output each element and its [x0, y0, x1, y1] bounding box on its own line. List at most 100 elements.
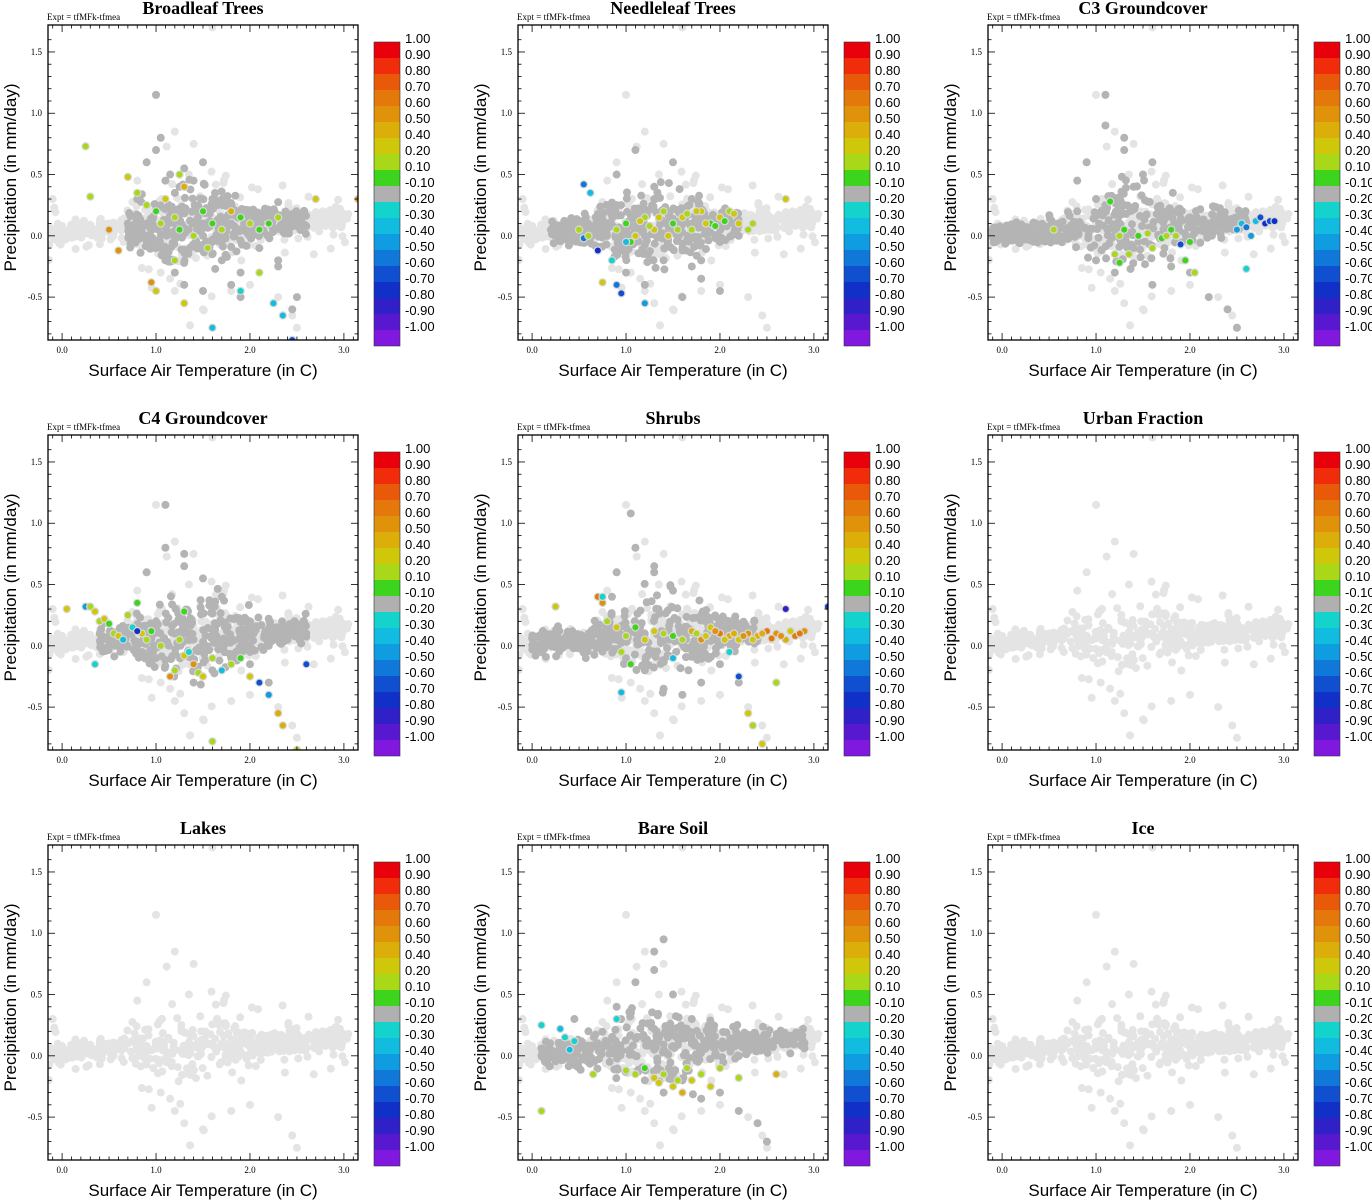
colorbar-swatch — [374, 154, 400, 170]
bg-point — [82, 242, 91, 251]
colorbar-label: -0.40 — [1345, 223, 1372, 238]
colored-point — [743, 225, 753, 234]
colorbar-swatch — [374, 250, 400, 266]
subset-point — [221, 201, 230, 210]
subset-point — [603, 219, 612, 228]
colored-point — [264, 690, 273, 700]
colored-point — [165, 672, 175, 681]
colorbar-label: -0.40 — [405, 633, 435, 648]
colorbar-label: -0.50 — [1345, 239, 1372, 254]
subset-point — [136, 232, 145, 241]
colored-point — [664, 231, 673, 241]
bg-point — [156, 268, 165, 277]
colorbar-swatch — [1314, 154, 1340, 170]
bg-point — [152, 500, 161, 509]
expt-label: Expt = tfMFk-tfmea — [987, 12, 1060, 22]
subset-point — [181, 204, 190, 213]
y-tick-label: 1.5 — [31, 47, 43, 57]
colored-point — [62, 604, 71, 614]
colored-point — [621, 237, 631, 247]
subset-point — [1138, 221, 1147, 230]
colored-point — [701, 219, 711, 228]
colored-point — [170, 666, 180, 675]
subset-point — [266, 618, 275, 627]
x-axis-label: Surface Air Temperature (in C) — [558, 361, 787, 380]
colorbar-swatch — [1314, 106, 1340, 122]
subset-point — [161, 176, 170, 185]
y-tick-label: 0.0 — [971, 231, 983, 241]
colorbar-label: 0.40 — [405, 127, 430, 142]
bg-point — [318, 210, 327, 219]
subset-point — [288, 305, 297, 314]
y-axis-label: Precipitation (in mm/day) — [1, 493, 20, 681]
subset-point — [678, 293, 687, 302]
colorbar-label: -0.90 — [1345, 303, 1372, 318]
subset-point — [208, 666, 217, 675]
colored-point — [147, 626, 156, 636]
colorbar-swatch — [1314, 186, 1340, 202]
subset-point — [205, 601, 214, 610]
subset-point — [257, 642, 266, 651]
subset-point — [142, 568, 151, 577]
bg-point — [95, 231, 104, 240]
colorbar-swatch — [374, 42, 400, 58]
subset-point — [239, 224, 248, 233]
bg-point — [336, 216, 345, 225]
colorbar-swatch — [1314, 282, 1340, 298]
subset-point — [637, 224, 646, 233]
bg-point — [521, 208, 530, 217]
subset-point — [260, 204, 269, 213]
subset-point — [147, 645, 156, 654]
colorbar-label: -0.30 — [1345, 207, 1372, 222]
colorbar-label: 0.90 — [405, 457, 430, 472]
colored-point — [104, 619, 114, 628]
subset-point — [608, 213, 617, 222]
subset-point — [649, 256, 658, 265]
subset-point — [211, 188, 220, 197]
colored-point — [278, 311, 288, 320]
colored-point — [640, 299, 650, 308]
colorbar-swatch — [374, 282, 400, 298]
colorbar-swatch — [374, 170, 400, 186]
y-axis-label: Precipitation (in mm/day) — [1, 83, 20, 271]
colored-point — [236, 213, 245, 222]
colored-point — [81, 142, 90, 151]
colored-point — [621, 219, 631, 228]
subset-point — [1120, 133, 1129, 142]
bg-point — [1116, 279, 1125, 288]
bg-point — [326, 654, 335, 663]
colored-point — [104, 225, 114, 234]
subset-point — [1145, 197, 1154, 206]
subset-point — [640, 231, 649, 240]
subset-point — [1167, 262, 1176, 271]
subset-point — [302, 629, 311, 638]
subset-point — [274, 256, 283, 265]
bg-point — [762, 323, 771, 332]
bg-point — [329, 230, 338, 239]
y-tick-label: 0.5 — [501, 170, 513, 180]
bg-point — [315, 227, 324, 236]
subset-point — [209, 638, 218, 647]
colorbar-swatch — [1314, 266, 1340, 282]
bg-point — [96, 214, 105, 223]
subset-point — [216, 609, 225, 618]
bg-point — [278, 181, 287, 190]
colorbar-label: 0.80 — [405, 473, 430, 488]
subset-point — [160, 242, 169, 251]
subset-point — [162, 618, 171, 627]
subset-point — [701, 245, 710, 254]
subset-point — [1174, 205, 1183, 214]
bg-point — [526, 240, 535, 249]
x-tick-label: 0.0 — [996, 345, 1008, 355]
bg-point — [318, 620, 327, 629]
subset-point — [602, 240, 611, 249]
bg-point — [804, 195, 813, 204]
bg-point — [677, 577, 686, 586]
colored-point — [1185, 237, 1195, 247]
subset-point — [1216, 229, 1225, 238]
colored-point — [189, 231, 198, 241]
colorbar-label: -1.00 — [405, 319, 435, 334]
subset-point — [1180, 229, 1189, 238]
colorbar-swatch — [374, 628, 400, 644]
